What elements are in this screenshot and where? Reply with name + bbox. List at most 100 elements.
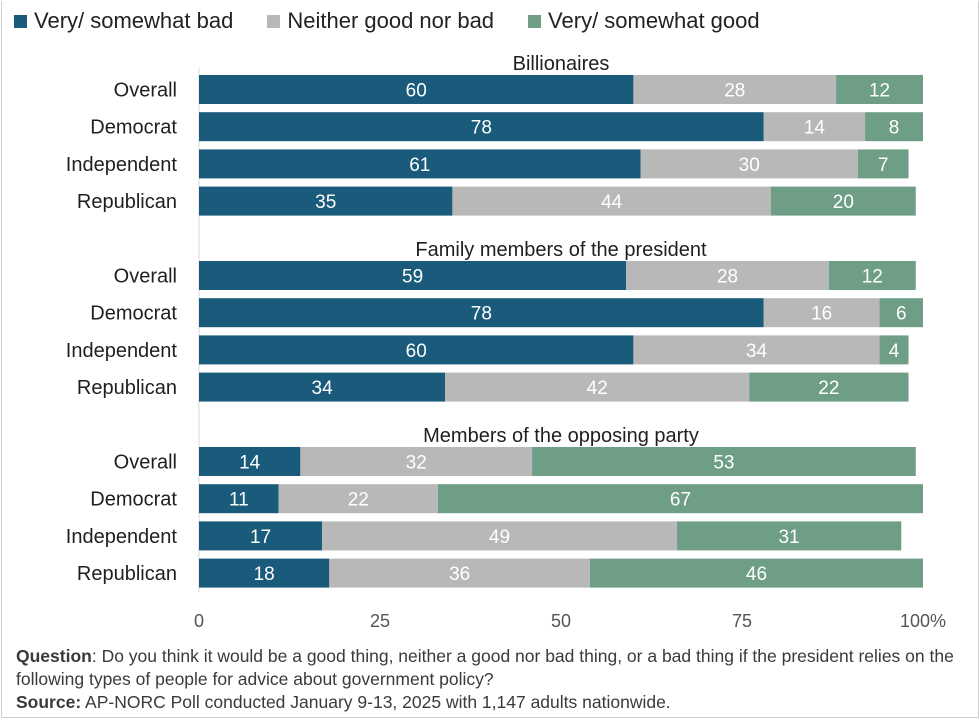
data-label: 17 xyxy=(250,527,271,548)
bar-segment-good xyxy=(676,521,902,551)
data-label: 53 xyxy=(713,453,734,474)
data-label: 16 xyxy=(811,304,832,325)
row-label: Independent xyxy=(66,340,178,362)
source-text: AP-NORC Poll conducted January 9-13, 202… xyxy=(81,692,671,712)
bar-segment-good xyxy=(865,112,923,142)
bar-segment-neither xyxy=(278,484,438,514)
data-label: 44 xyxy=(601,192,623,213)
question-label: Question xyxy=(16,646,92,666)
bar-segment-neither xyxy=(633,335,880,365)
bar-segment-good xyxy=(437,484,923,514)
row-label: Democrat xyxy=(90,303,177,325)
x-tick-label: 75 xyxy=(732,611,752,631)
data-label: 22 xyxy=(818,378,839,399)
bar-segment-good xyxy=(828,261,916,290)
group-title: Family members of the president xyxy=(415,239,707,261)
bar-segment-neither xyxy=(763,112,866,142)
bar-segment-bad xyxy=(199,149,641,179)
bar-segment-good xyxy=(532,447,916,476)
question-note: Question: Do you think it would be a goo… xyxy=(16,645,971,691)
legend-label-good: Very/ somewhat good xyxy=(548,8,760,33)
row-label: Democrat xyxy=(90,489,177,511)
data-label: 67 xyxy=(670,490,691,511)
bar-segment-bad xyxy=(199,372,446,402)
data-label: 32 xyxy=(406,453,427,474)
bar-segment-good xyxy=(836,75,923,104)
data-label: 28 xyxy=(717,267,738,288)
bar-segment-neither xyxy=(322,521,677,551)
bar-segment-bad xyxy=(199,75,634,104)
bar-segment-neither xyxy=(452,186,771,216)
bar-segment-bad xyxy=(199,521,323,551)
group-title: Members of the opposing party xyxy=(423,425,699,447)
data-label: 6 xyxy=(896,304,907,325)
bar-segment-bad xyxy=(199,558,330,588)
x-tick-label: 100% xyxy=(900,611,946,631)
data-label: 30 xyxy=(739,155,760,176)
data-label: 14 xyxy=(239,453,261,474)
data-label: 42 xyxy=(587,378,608,399)
bar-segment-neither xyxy=(626,261,829,290)
bar-segment-good xyxy=(879,335,909,365)
bar-segment-good xyxy=(857,149,909,179)
group-title: Billionaires xyxy=(513,53,610,75)
source-label: Source: xyxy=(16,692,82,712)
bar-segment-bad xyxy=(199,447,301,476)
row-label: Overall xyxy=(114,266,177,288)
bar-segment-bad xyxy=(199,261,627,290)
row-label: Democrat xyxy=(90,117,177,139)
row-label: Independent xyxy=(66,526,178,548)
legend-swatch-good xyxy=(528,14,542,28)
data-label: 7 xyxy=(878,155,889,176)
row-label: Republican xyxy=(77,377,177,399)
data-label: 78 xyxy=(471,118,492,139)
data-label: 46 xyxy=(746,564,767,585)
data-label: 35 xyxy=(315,192,336,213)
data-label: 12 xyxy=(862,267,883,288)
data-label: 20 xyxy=(833,192,854,213)
data-label: 4 xyxy=(889,341,900,362)
bar-segment-neither xyxy=(763,298,880,328)
bar-segment-neither xyxy=(633,75,837,104)
legend-item-good: Very/ somewhat good xyxy=(528,8,760,34)
bar-segment-bad xyxy=(199,298,764,328)
data-label: 60 xyxy=(406,81,427,102)
bar-segment-neither xyxy=(300,447,533,476)
data-label: 34 xyxy=(746,341,768,362)
legend-label-neither: Neither good nor bad xyxy=(287,8,495,33)
bar-segment-good xyxy=(770,186,916,216)
data-label: 36 xyxy=(449,564,470,585)
data-label: 12 xyxy=(869,81,890,102)
data-label: 18 xyxy=(254,564,275,585)
question-text: : Do you think it would be a good thing,… xyxy=(16,646,954,689)
legend-swatch-neither xyxy=(267,14,281,28)
bar-segment-good xyxy=(749,372,909,402)
bar-segment-bad xyxy=(199,186,453,216)
chart-footer: Question: Do you think it would be a goo… xyxy=(16,645,971,714)
data-label: 34 xyxy=(312,378,334,399)
row-label: Overall xyxy=(114,452,177,474)
data-label: 28 xyxy=(724,81,745,102)
x-tick-label: 25 xyxy=(370,611,390,631)
bar-segment-bad xyxy=(199,484,279,514)
bar-segment-bad xyxy=(199,112,764,142)
data-label: 49 xyxy=(489,527,510,548)
row-label: Independent xyxy=(66,154,178,176)
row-label: Overall xyxy=(114,80,177,102)
source-note: Source: AP-NORC Poll conducted January 9… xyxy=(16,691,971,714)
legend-item-bad: Very/ somewhat bad xyxy=(14,8,233,34)
bar-segment-good xyxy=(589,558,923,588)
bar-segment-neither xyxy=(640,149,858,179)
legend-label-bad: Very/ somewhat bad xyxy=(34,8,234,33)
data-label: 14 xyxy=(804,118,826,139)
data-label: 60 xyxy=(406,341,427,362)
row-label: Republican xyxy=(77,191,177,213)
x-tick-label: 50 xyxy=(551,611,571,631)
bar-segment-bad xyxy=(199,335,634,365)
x-tick-label: 0 xyxy=(194,611,204,631)
bar-segment-good xyxy=(879,298,923,328)
data-label: 8 xyxy=(889,118,900,139)
data-label: 78 xyxy=(471,304,492,325)
